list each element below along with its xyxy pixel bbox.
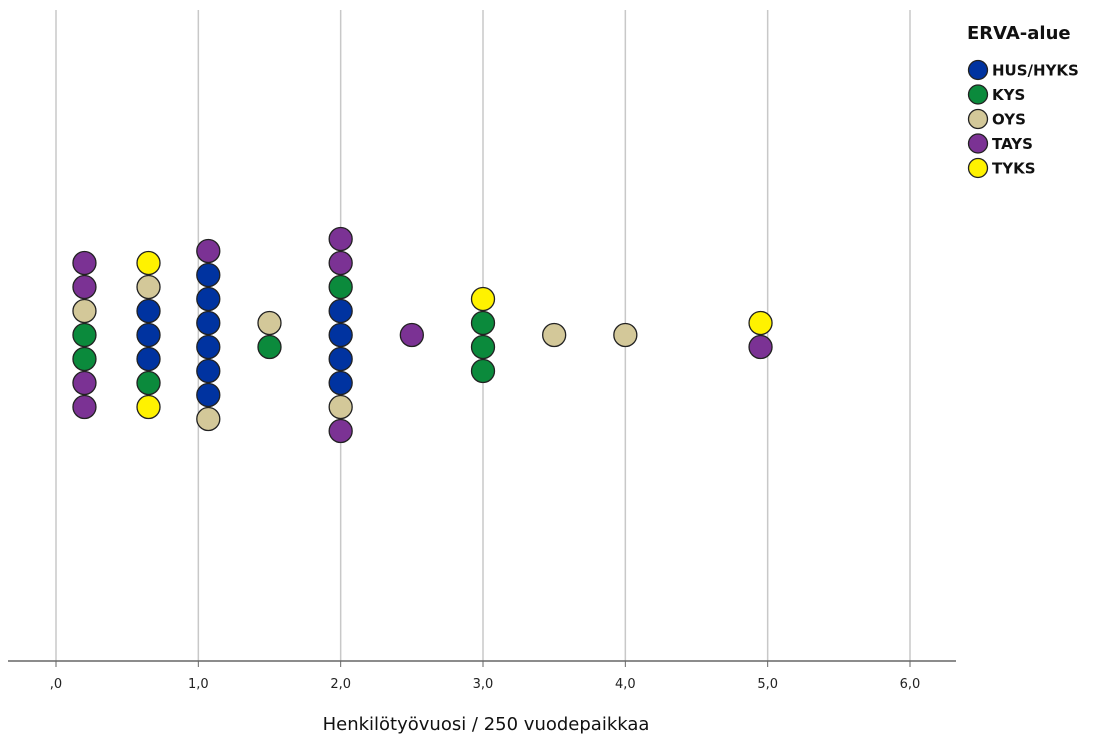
data-point-tays [328, 418, 353, 444]
data-point-tays [328, 250, 353, 276]
data-point-hus-hyks [136, 298, 161, 324]
data-point-hus-hyks [196, 382, 221, 408]
data-point-kys [470, 310, 496, 336]
data-point-tays [72, 394, 97, 420]
legend-marker-tays [967, 133, 989, 154]
data-point-hus-hyks [328, 370, 353, 396]
legend-marker-kys [967, 84, 989, 105]
legend-label-oys: OYS [992, 111, 1026, 129]
legend-label-hus-hyks: HUS/HYKS [992, 62, 1079, 80]
data-point-hus-hyks [136, 346, 161, 372]
data-point-kys [72, 322, 97, 348]
data-point-tays [72, 250, 97, 276]
x-tick-label: 3,0 [473, 677, 494, 692]
legend-items: HUS/HYKS KYS OYS TAYS TYKS [967, 59, 1079, 179]
legend-marker-hus-hyks [967, 59, 989, 81]
legend-label-kys: KYS [992, 86, 1025, 104]
data-point-hus-hyks [196, 262, 221, 288]
x-tick-label: 6,0 [900, 677, 921, 692]
data-point-hus-hyks [136, 322, 161, 348]
data-point-tyks [136, 250, 161, 276]
data-point-oys [257, 310, 282, 336]
data-point-hus-hyks [196, 334, 221, 360]
legend-label-tyks: TYKS [992, 160, 1036, 178]
data-point-tyks [136, 394, 161, 420]
data-point-hus-hyks [328, 322, 353, 348]
data-points [72, 226, 773, 444]
data-point-hus-hyks [196, 286, 221, 312]
x-axis-title: Henkilötyövuosi / 250 vuodepaikkaa [323, 714, 650, 735]
legend-marker-oys [967, 108, 989, 130]
data-point-hus-hyks [196, 358, 221, 384]
data-point-hus-hyks [328, 298, 353, 324]
data-point-kys [72, 346, 97, 372]
legend-label-tays: TAYS [992, 135, 1033, 153]
data-point-oys [196, 406, 221, 432]
data-point-kys [470, 334, 496, 360]
data-point-oys [328, 394, 353, 420]
data-point-oys [72, 298, 97, 324]
x-tick-label: ,0 [50, 677, 62, 692]
data-point-tays [399, 322, 424, 348]
legend-title: ERVA-alue [967, 23, 1071, 44]
x-axis-ticks: ,0 1,0 2,0 3,0 4,0 5,0 6,0 [50, 661, 921, 692]
legend-marker-tyks [967, 157, 989, 179]
x-tick-label: 4,0 [615, 677, 636, 692]
data-point-tays [748, 334, 773, 360]
x-tick-label: 1,0 [188, 677, 209, 692]
x-tick-label: 5,0 [757, 677, 778, 692]
data-point-kys [257, 334, 282, 360]
data-point-tays [72, 370, 97, 396]
data-point-tays [328, 226, 353, 252]
data-point-kys [136, 370, 161, 396]
data-point-kys [328, 274, 353, 300]
legend: ERVA-alue HUS/HYKS KYS OYS TAYS TYKS [967, 23, 1079, 179]
data-point-tyks [748, 310, 773, 336]
data-point-tyks [470, 286, 496, 312]
data-point-oys [542, 322, 567, 348]
data-point-tays [72, 274, 97, 300]
x-tick-label: 2,0 [330, 677, 351, 692]
data-point-kys [470, 358, 496, 384]
data-point-oys [136, 274, 161, 300]
data-point-oys [613, 322, 638, 348]
data-point-hus-hyks [328, 346, 353, 372]
data-point-tays [196, 238, 221, 264]
data-point-hus-hyks [196, 310, 221, 336]
